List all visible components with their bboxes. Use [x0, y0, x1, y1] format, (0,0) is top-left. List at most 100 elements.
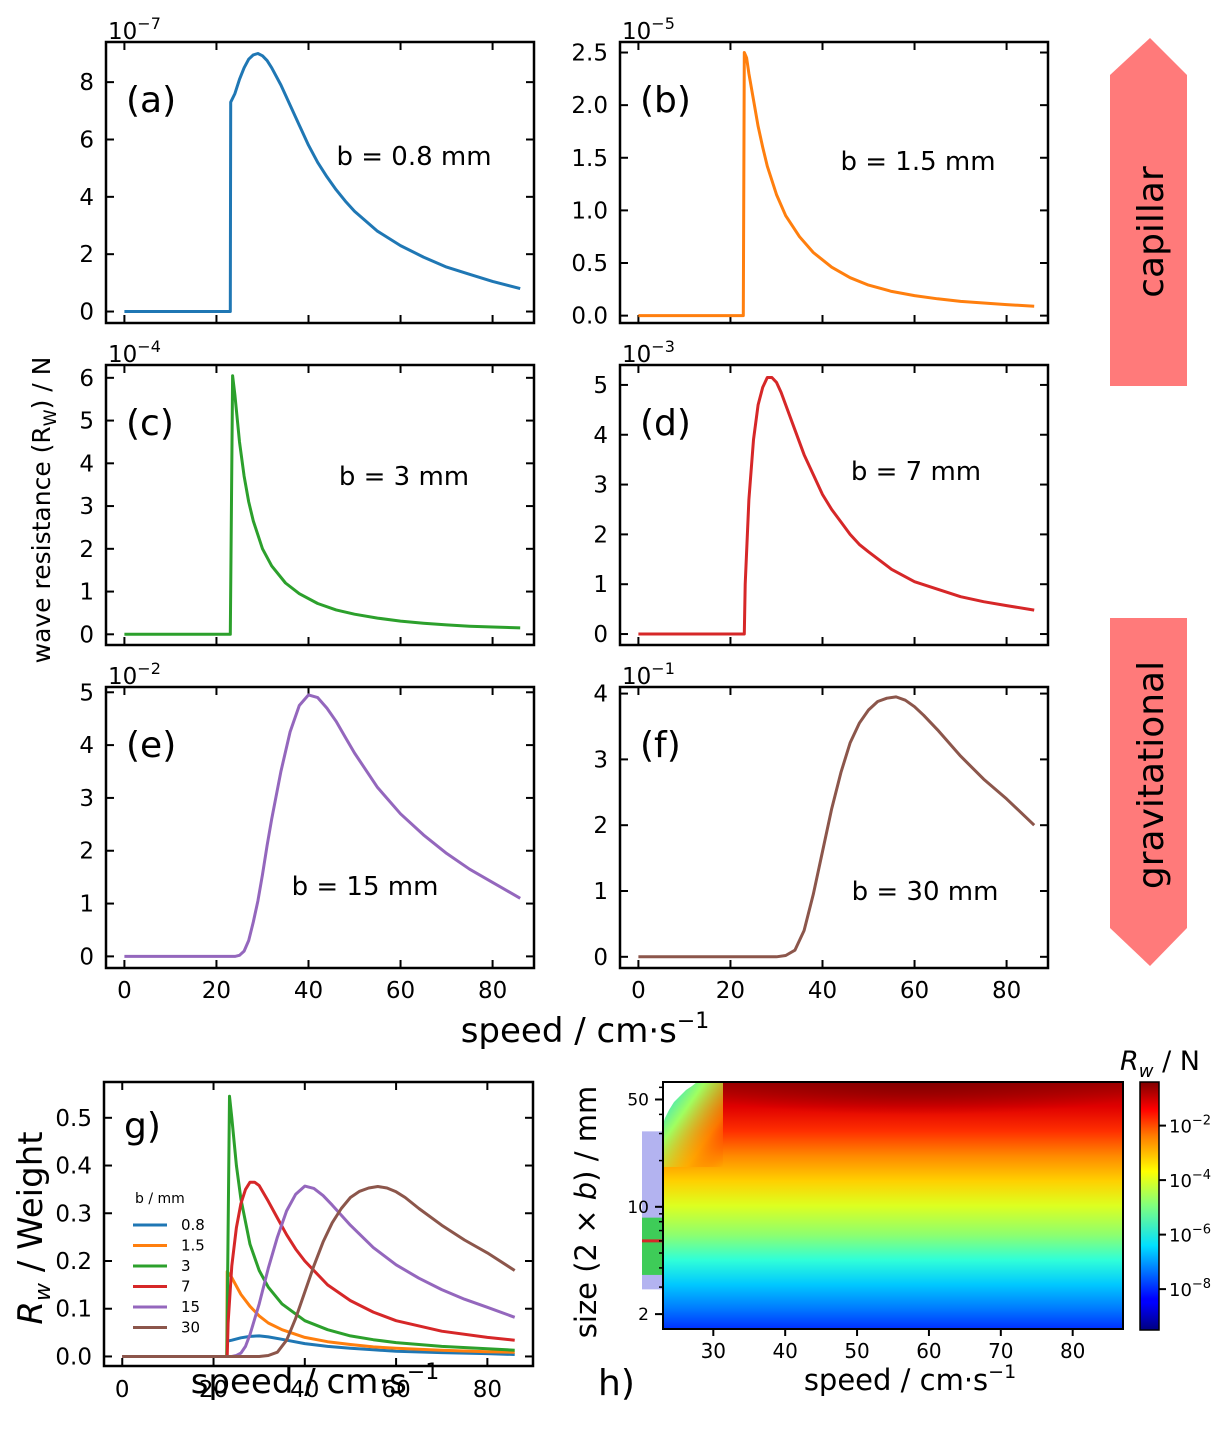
panel-label-a: (a): [126, 80, 176, 121]
plot-frame-g: [102, 1080, 535, 1368]
series-line-b-15: [122, 1184, 516, 1358]
green-size-band: [642, 1217, 662, 1275]
x-tick-label-h: 40: [772, 1339, 797, 1363]
y-tick-label-g: 0.3: [55, 1201, 92, 1227]
panel-label-g: g): [124, 1106, 161, 1147]
x-tick-label-h: 50: [844, 1339, 869, 1363]
y-tick-label-b: 1.5: [571, 146, 608, 172]
panel-h: 2 10 50 30 40 50 60 70 80 speed / cm·s−1 size (2 ×…: [569, 1046, 1211, 1404]
x-tick-label-h: 60: [916, 1339, 941, 1363]
colorbar-tick-label: 10−8: [1169, 1277, 1211, 1301]
panel-label-h: h): [598, 1363, 635, 1404]
x-tick-label-f: 60: [900, 978, 929, 1004]
y-tick-label-b: 0.0: [571, 304, 608, 330]
y-tick-label-d: 3: [593, 473, 608, 499]
legend-label: 7: [181, 1278, 191, 1296]
gravitational-regime-label: gravitational: [1131, 661, 1172, 889]
y-tick-label-d: 2: [593, 522, 608, 548]
y-tick-label-g: 0.4: [55, 1154, 92, 1180]
exponent-label-e: 10−2: [108, 659, 161, 690]
y-tick-label-a: 4: [79, 185, 94, 211]
plot-frame-d: [618, 363, 1050, 647]
plot-frame-e: [104, 685, 536, 970]
y-tick-label-f: 0: [593, 945, 608, 971]
heatmap-blocked-region: [663, 1082, 697, 1124]
x-tick-label-f: 80: [992, 978, 1021, 1004]
annotation-c: b = 3 mm: [339, 462, 469, 492]
legend-label: 1.5: [181, 1237, 205, 1255]
y-tick-label-f: 1: [593, 879, 608, 905]
heatmap-frame: [662, 1081, 1124, 1330]
plot-frame-c: [104, 363, 536, 647]
colorbar-tick-label: 10−4: [1169, 1168, 1211, 1192]
exponent-label-f: 10−1: [622, 659, 675, 690]
x-tick-label-h: 70: [988, 1339, 1013, 1363]
gravitational-regime-arrow: [1110, 618, 1187, 966]
x-axis-label-h: speed / cm·s−1: [804, 1361, 1016, 1397]
y-tick-label-e: 0: [79, 944, 94, 970]
x-tick-label-e: 40: [294, 978, 323, 1004]
legend-label: 3: [181, 1257, 191, 1275]
plot-frame-a: [104, 40, 536, 325]
legend-label: 0.8: [181, 1216, 205, 1234]
y-tick-label-d: 1: [593, 572, 608, 598]
y-tick-label-b: 2.5: [571, 41, 608, 67]
panel-label-d: (d): [640, 403, 691, 444]
panel-c: 0 1 2 3 4 5 6 10−4 (c) b = 3 mm: [79, 337, 536, 648]
y-axis-label-h: size (2 × b) / mm: [569, 1086, 603, 1338]
plot-frame-f: [618, 685, 1050, 970]
y-tick-label-e: 4: [79, 733, 94, 759]
annotation-a: b = 0.8 mm: [336, 142, 491, 172]
y-tick-label-h: 50: [627, 1090, 649, 1110]
exponent-label-c: 10−4: [108, 337, 161, 368]
legend-title: b / mm: [135, 1191, 185, 1207]
heatmap-image: [663, 1082, 1123, 1329]
panel-label-e: (e): [126, 725, 176, 766]
y-tick-label-a: 0: [79, 300, 94, 326]
y-tick-label-e: 5: [79, 680, 94, 706]
x-tick-label-g: 20: [199, 1377, 228, 1403]
colorbar-tick-label: 10−6: [1169, 1223, 1211, 1247]
x-tick-label-f: 0: [631, 978, 646, 1004]
series-line-c: [124, 374, 521, 636]
y-tick-label-b: 0.5: [571, 251, 608, 277]
series-line-b-30: [122, 1185, 516, 1358]
capillary-regime-arrow: [1110, 38, 1187, 386]
series-line-d: [638, 376, 1035, 636]
series-line-b-7: [122, 1180, 515, 1358]
y-tick-label-c: 3: [79, 494, 94, 520]
plot-frame-b: [618, 40, 1050, 325]
colorbar-label: Rw / N: [1120, 1046, 1200, 1082]
series-line-e: [124, 693, 521, 958]
y-tick-label-h: 2: [638, 1305, 649, 1325]
y-tick-label-d: 4: [593, 423, 608, 449]
shared-y-label: wave resistance (RW) / N: [27, 357, 61, 664]
legend-label: 15: [181, 1298, 200, 1316]
exponent-label-d: 10−3: [622, 337, 675, 368]
y-tick-label-c: 2: [79, 537, 94, 563]
x-tick-label-g: 40: [290, 1377, 319, 1403]
panel-b: 0.0 0.5 1.0 1.5 2.0 2.5 10−5 (b) b = 1.5 mm: [571, 14, 1050, 330]
series-line-b-3: [122, 1094, 515, 1358]
x-tick-label-f: 40: [808, 978, 837, 1004]
x-tick-label-e: 60: [386, 978, 415, 1004]
x-tick-label-h: 30: [701, 1339, 726, 1363]
panel-a: 0 2 4 6 8 10−7 (a) b = 0.8 mm: [79, 14, 536, 326]
y-tick-label-g: 0.5: [55, 1106, 92, 1132]
y-tick-label-e: 2: [79, 839, 94, 865]
y-tick-label-c: 4: [79, 451, 94, 477]
panel-f: 0 20 40 60 80 0 1 2 3 4 10−1 (f) b = 30 mm: [593, 659, 1050, 1004]
y-tick-label-e: 3: [79, 786, 94, 812]
y-tick-label-b: 1.0: [571, 198, 608, 224]
y-tick-label-a: 6: [79, 127, 94, 153]
panel-d: 0 1 2 3 4 5 10−3 (d) b = 7 mm: [593, 337, 1050, 648]
x-tick-label-g: 0: [115, 1377, 130, 1403]
x-tick-label-f: 20: [716, 978, 745, 1004]
legend-label: 30: [181, 1319, 200, 1337]
x-tick-label-e: 20: [202, 978, 231, 1004]
x-axis-label-g: speed / cm·s−1: [191, 1360, 440, 1402]
y-tick-label-a: 8: [79, 70, 94, 96]
panel-g: 0 20 40 60 80 0.0 0.1 0.2 0.3 0.4 0.5 g) b / mm 0.8 1.…: [11, 1080, 535, 1403]
y-tick-label-c: 0: [79, 622, 94, 648]
